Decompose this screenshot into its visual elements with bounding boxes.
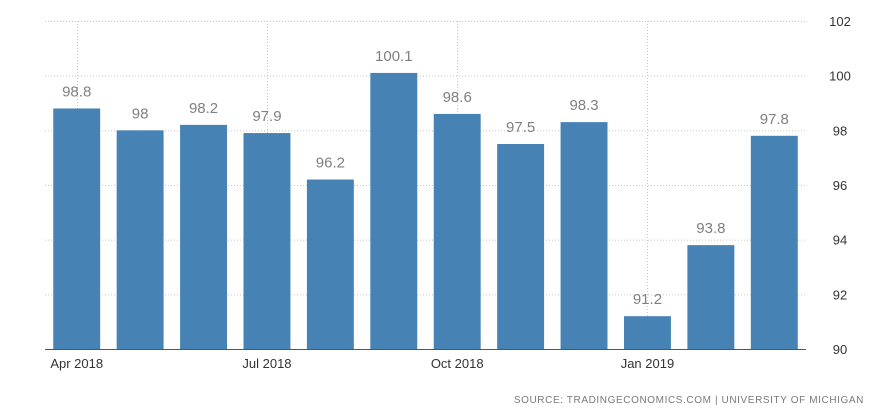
x-tick-label: Jan 2019 <box>621 356 675 371</box>
bar <box>560 122 608 349</box>
x-tick-label: Jul 2018 <box>242 356 291 371</box>
y-axis-ticks: 90 92 94 96 98 100 102 <box>829 14 851 357</box>
data-label: 91.2 <box>633 291 662 308</box>
bar <box>243 133 291 349</box>
bar <box>370 72 418 349</box>
bar <box>497 144 545 349</box>
bar <box>116 130 164 349</box>
bar-chart: 98.8 98 98.2 97.9 96.2 100.1 98.6 97.5 98.3 91.2 9… <box>45 14 851 371</box>
bar <box>180 124 228 349</box>
data-label: 97.8 <box>760 111 789 128</box>
data-label: 96.2 <box>316 155 345 172</box>
bar <box>53 108 101 349</box>
x-tick-label: Oct 2018 <box>431 356 484 371</box>
data-label: 98.3 <box>569 97 598 114</box>
x-axis-ticks: Apr 2018 Jul 2018 Oct 2018 Jan 2019 <box>50 356 674 371</box>
y-tick-label: 92 <box>833 287 847 302</box>
data-label: 93.8 <box>696 220 725 237</box>
bars <box>53 72 798 349</box>
y-tick-label: 96 <box>833 178 847 193</box>
y-tick-label: 98 <box>833 123 847 138</box>
bar <box>306 179 354 349</box>
data-label: 97.9 <box>252 108 281 125</box>
x-tick-label: Apr 2018 <box>50 356 103 371</box>
bar <box>687 245 735 349</box>
y-tick-label: 90 <box>833 342 847 357</box>
data-label: 98 <box>132 105 149 122</box>
bar <box>750 135 798 349</box>
data-label: 100.1 <box>375 48 413 65</box>
source-credit: SOURCE: TRADINGECONOMICS.COM | UNIVERSIT… <box>513 395 864 406</box>
y-tick-label: 100 <box>829 69 851 84</box>
bar <box>433 113 481 349</box>
bar <box>623 316 671 349</box>
data-labels: 98.8 98 98.2 97.9 96.2 100.1 98.6 97.5 98.3 91.2 9… <box>62 48 789 308</box>
y-tick-label: 94 <box>833 233 847 248</box>
data-label: 97.5 <box>506 119 535 136</box>
data-label: 98.2 <box>189 100 218 117</box>
data-label: 98.6 <box>443 89 472 106</box>
data-label: 98.8 <box>62 83 91 100</box>
y-tick-label: 102 <box>829 14 851 29</box>
